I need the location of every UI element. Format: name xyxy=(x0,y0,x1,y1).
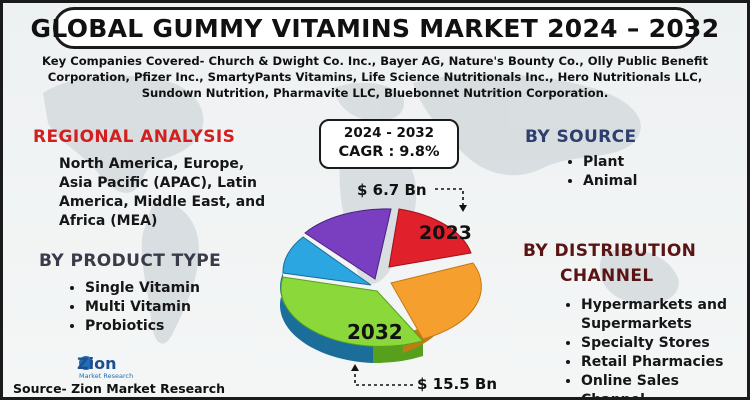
list-item: Single Vitamin xyxy=(85,279,200,298)
regional-analysis-text: North America, Europe, Asia Pacific (APA… xyxy=(59,155,299,231)
list-item: Multi Vitamin xyxy=(85,298,200,317)
list-item: Specialty Stores xyxy=(581,334,747,353)
zion-logo-mark: Zion Market Research xyxy=(77,354,133,380)
regional-line: Asia Pacific (APAC), Latin xyxy=(59,175,258,191)
pie-slice-green xyxy=(280,276,424,347)
svg-text:Zion: Zion xyxy=(77,354,116,373)
cagr-box: 2024 - 2032 CAGR : 9.8% xyxy=(319,119,459,169)
arrow-2032 xyxy=(354,369,413,386)
regional-line: Africa (MEA) xyxy=(59,213,158,229)
title-banner: GLOBAL GUMMY VITAMINS MARKET 2024 – 2032 xyxy=(31,7,719,49)
pie-slice-purple xyxy=(304,208,392,280)
pie-slice-blue xyxy=(282,236,372,286)
list-item: Supermarkets xyxy=(581,316,692,332)
distribution-heading: BY DISTRIBUTION CHANNEL xyxy=(523,239,696,289)
product-type-list: Single Vitamin Multi Vitamin Probiotics xyxy=(65,279,200,336)
list-item: Hypermarkets and xyxy=(581,296,747,315)
market-value-2032: $ 15.5 Bn xyxy=(417,375,498,393)
distribution-list: Hypermarkets and Supermarkets Specialty … xyxy=(561,296,747,397)
pie-graphic: 2023 2032 xyxy=(279,208,482,364)
list-item: Probiotics xyxy=(85,317,200,336)
companies-line: Key Companies Covered- Church & Dwight C… xyxy=(41,54,709,68)
pie-label-2032: 2032 xyxy=(347,320,403,344)
source-heading: BY SOURCE xyxy=(525,127,637,147)
key-companies: Key Companies Covered- Church & Dwight C… xyxy=(11,53,739,101)
regional-line: North America, Europe, xyxy=(59,156,245,172)
list-item: Retail Pharmacies xyxy=(581,353,747,372)
distribution-heading-line: CHANNEL xyxy=(560,266,654,286)
pie-slice-red xyxy=(388,208,472,268)
source-list: Plant Animal xyxy=(563,153,637,191)
zion-logo: Zion Market Research xyxy=(75,353,165,381)
pie-label-2023: 2023 xyxy=(419,222,472,244)
cagr-years: 2024 - 2032 xyxy=(343,125,435,141)
cagr-value: CAGR : 9.8% xyxy=(338,144,440,160)
market-value-2023: $ 6.7 Bn xyxy=(357,181,427,199)
distribution-heading-line: BY DISTRIBUTION xyxy=(523,241,697,261)
regional-line: America, Middle East, and xyxy=(59,194,266,210)
page-title: GLOBAL GUMMY VITAMINS MARKET 2024 – 2032 xyxy=(30,13,720,43)
svg-text:Market Research: Market Research xyxy=(79,372,133,380)
arrow-head-2023 xyxy=(459,205,467,212)
companies-line: Sundown Nutrition, Pharmavite LLC, Blueb… xyxy=(141,86,609,100)
product-type-heading: BY PRODUCT TYPE xyxy=(39,251,222,271)
list-item: Animal xyxy=(583,172,637,191)
regional-analysis-heading: REGIONAL ANALYSIS xyxy=(33,127,236,147)
companies-line: Corporation, Pfizer Inc., SmartyPants Vi… xyxy=(47,70,703,84)
arrow-head-2032 xyxy=(351,364,359,371)
pie-slice-orange xyxy=(390,262,482,340)
list-item: Plant xyxy=(583,153,637,172)
list-item: Online Sales Channel xyxy=(581,372,747,397)
source-credit: Source- Zion Market Research xyxy=(13,381,226,396)
connector-arrows xyxy=(351,188,467,386)
